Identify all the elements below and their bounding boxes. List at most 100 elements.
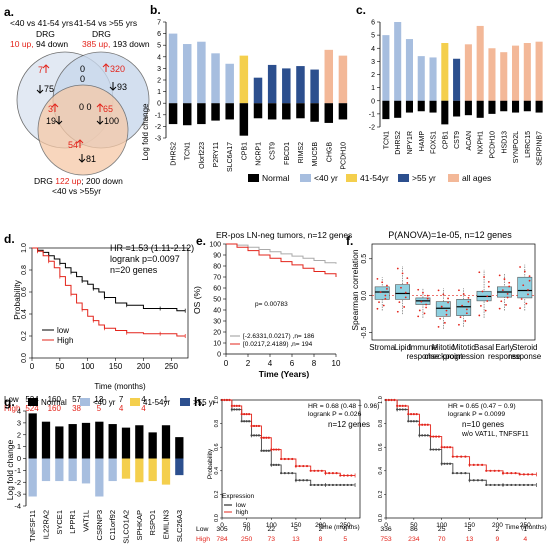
data-point [401,272,404,275]
data-point [404,296,407,299]
km-marker [468,479,471,482]
category-label: Early response [488,343,521,361]
region-top-down: 0 [80,74,85,84]
x-tick-label: 100 [436,522,447,529]
km-marker [429,448,432,451]
km-marker [390,398,393,402]
data-point [386,284,388,287]
km-marker [448,446,452,449]
y-tick-label: 40 [213,308,221,315]
bar-up [429,57,437,101]
x-tick-label: 0 [30,362,35,371]
data-point [396,310,399,313]
y-tick-label: 1 [17,442,21,451]
arrow-up-icon [76,139,84,148]
km-curve [226,243,337,264]
y-tick-label: 0 [371,98,375,105]
bar-normal [512,100,520,113]
arrow-down-icon [78,154,86,163]
km-marker [455,472,459,475]
bar-normal [267,103,277,120]
data-point [522,284,525,287]
km-marker [302,464,305,468]
bar-normal [324,103,334,123]
panel-letter-e: e. [196,234,206,248]
km-marker [335,483,338,487]
bar-normal [121,427,131,459]
km-curve [226,243,337,277]
km-marker [223,398,226,402]
category-label: C11orf92 [108,510,117,540]
panel-d: d. Probability 0.0 0.2 0.4 0.6 0.8 1.0 0 50 100 1… [4,232,194,413]
data-point [519,266,521,268]
panel-letter-a: a. [4,5,14,19]
risk-low-value: 13 [94,395,103,404]
data-point [376,307,379,310]
data-point [467,300,470,303]
legend-swatch [80,398,90,406]
bar-down [135,458,144,483]
panel-b: b. Log fold change -3 -2 -1 0 1 2 3 4 5 6 7 DHRS2 TC… [141,3,347,172]
data-point [503,278,506,280]
km-marker [346,483,349,487]
bar-up [500,52,508,101]
data-point [481,290,484,293]
km-marker [510,472,513,475]
km-marker [396,408,399,411]
category-label: CSRNP3 [95,510,104,540]
bar-up [453,58,461,101]
data-point [400,286,402,289]
km-marker [280,472,283,475]
km-marker [320,483,323,487]
km-marker [497,469,500,472]
y-tick-label: 0 [17,454,21,463]
panel-letter-c: c. [356,3,366,17]
panel-f: f. P(ANOVA)=1e-05, n=12 genes Spearman c… [346,230,542,361]
risk-low-value: 1 [523,526,527,533]
plot-frame [385,399,543,519]
bar-down [55,458,64,482]
bar-down [28,458,37,497]
legend-swatch [180,398,190,406]
risk-high-value: 250 [241,536,253,543]
risk-high-value: 4 [141,404,146,413]
km-marker [265,449,268,452]
data-point [425,306,428,309]
km-marker [506,472,509,475]
x-tick-label: 150 [109,362,123,371]
bar-normal [108,424,117,459]
bar-normal [488,100,496,114]
data-point [442,293,445,296]
y-tick-label: 0.0 [21,353,28,363]
km-marker [317,483,320,487]
km-marker [455,455,459,458]
bar-up [338,55,348,104]
data-point [508,285,511,288]
km-marker [350,483,353,487]
data-point [501,289,504,292]
data-point [404,291,407,294]
bar-normal [282,103,291,120]
km-marker [415,413,418,416]
y-tick-label: 5 [157,43,161,50]
category-label: NPY1R [407,131,414,154]
risk-low-value: 2 [319,526,323,533]
data-point [498,274,501,277]
km-marker [432,435,435,438]
km-marker [287,457,290,461]
legend-g: Normal <40 yr 41-54yr >55 yr [28,398,216,407]
y-tick-label: 0 [217,352,221,359]
km-marker [309,469,312,472]
bar-normal [95,421,104,459]
legend-label: >55 yr [193,398,216,407]
km-marker [240,420,243,423]
km-marker [238,404,241,407]
y-tick-label: -3 [155,136,161,143]
km-marker [309,483,312,487]
km-marker [346,474,349,477]
km-marker [328,483,331,487]
x-tick-label: 100 [266,522,277,529]
km-marker [324,483,327,487]
